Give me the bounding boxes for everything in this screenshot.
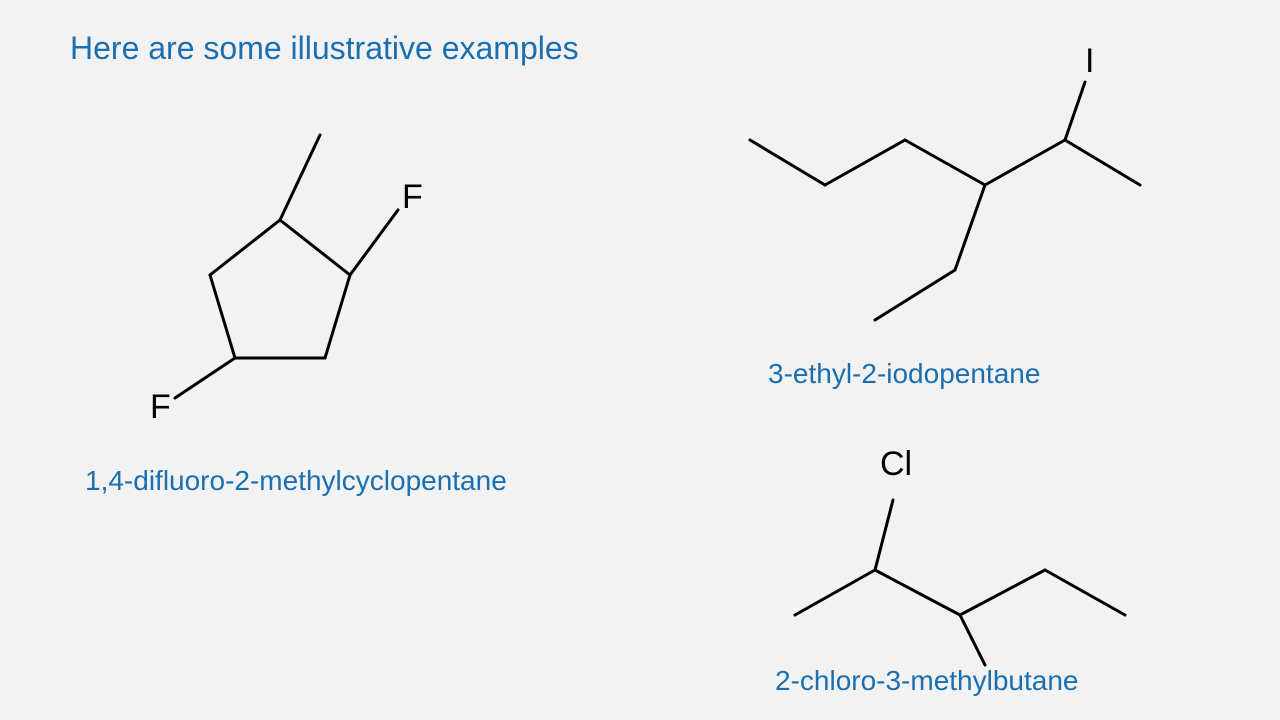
diagram-canvas: Here are some illustrative examples F F … (0, 0, 1280, 720)
page-title: Here are some illustrative examples (70, 30, 579, 67)
molecule-1-name: 1,4-difluoro-2-methylcyclopentane (85, 465, 507, 497)
atom-label-F-bottom: F (150, 388, 171, 427)
atom-label-F-top: F (402, 178, 423, 217)
molecule-2-structure (720, 70, 1170, 370)
molecule-1-structure (140, 110, 440, 430)
atom-label-I: I (1085, 42, 1094, 81)
molecule-3-structure (760, 470, 1180, 690)
molecule-2-name: 3-ethyl-2-iodopentane (768, 358, 1040, 390)
molecule-3-name: 2-chloro-3-methylbutane (775, 665, 1079, 697)
atom-label-Cl: Cl (880, 445, 912, 484)
